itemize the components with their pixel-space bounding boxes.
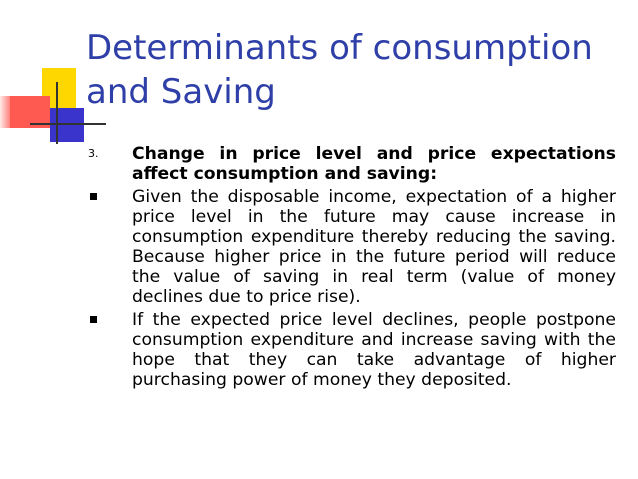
vertical-line-decoration (56, 82, 58, 144)
bullet-item: Given the disposable income, expectation… (86, 187, 616, 307)
item-heading-text: Change in price level and price expectat… (132, 144, 616, 184)
blue-square-decoration (50, 108, 84, 142)
slide-title-line1: Determinants of consumption (86, 28, 593, 68)
decorative-logo (0, 0, 110, 144)
slide-title-line2: and Saving (86, 72, 276, 112)
square-bullet-icon (90, 316, 97, 323)
square-bullet-icon (90, 193, 97, 200)
bullet-text: If the expected price level declines, pe… (132, 310, 616, 390)
slide-title: Determinants of consumption and Saving (86, 26, 616, 114)
bullet-item: If the expected price level declines, pe… (86, 310, 616, 390)
horizontal-line-decoration (30, 123, 106, 125)
numbered-item: 3. Change in price level and price expec… (86, 144, 616, 184)
red-square-decoration (10, 96, 50, 128)
slide-body: 3. Change in price level and price expec… (86, 144, 616, 393)
item-number: 3. (88, 147, 99, 160)
bullet-text: Given the disposable income, expectation… (132, 187, 616, 307)
